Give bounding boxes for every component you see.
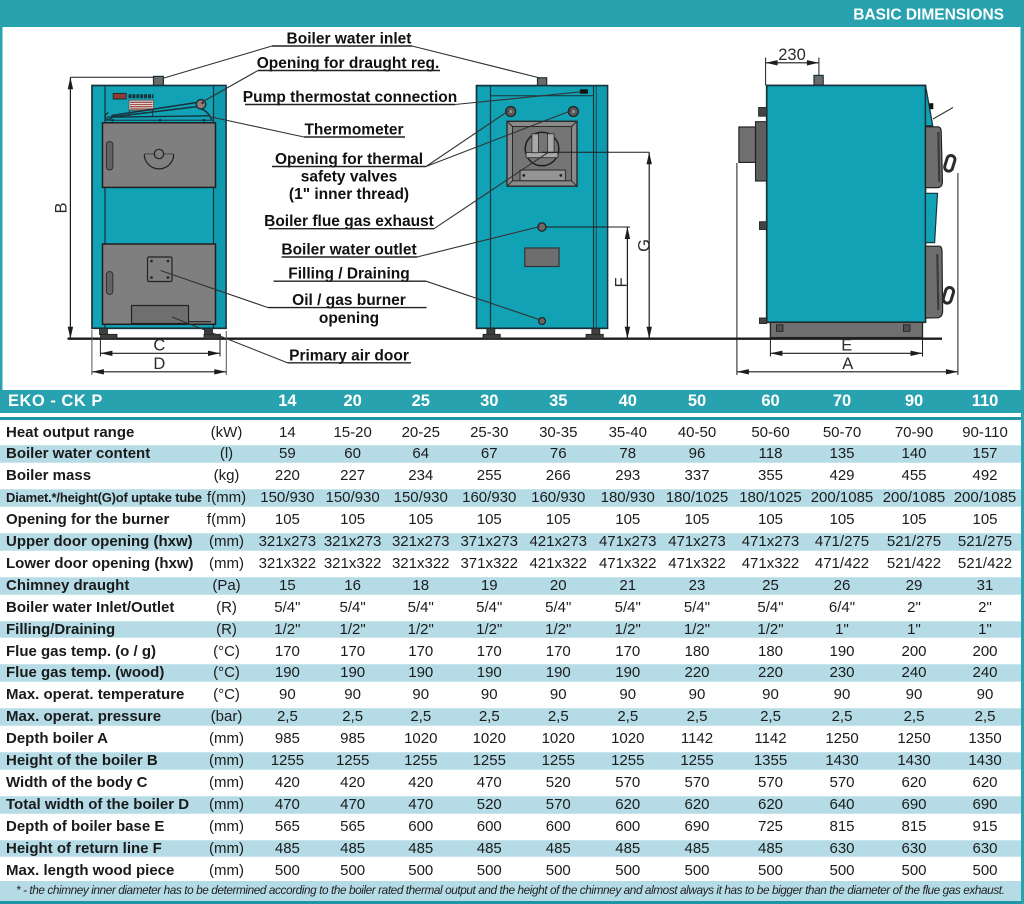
svg-text:Thermometer: Thermometer [304, 122, 403, 139]
svg-text:Filling / Draining: Filling / Draining [288, 266, 409, 283]
svg-text:Oil / gas burner: Oil / gas burner [292, 292, 406, 309]
svg-text:230: 230 [778, 46, 806, 64]
svg-text:E: E [841, 337, 852, 355]
svg-text:Boiler water inlet: Boiler water inlet [287, 31, 412, 48]
svg-text:C: C [153, 337, 165, 355]
svg-text:D: D [153, 355, 165, 373]
svg-text:safety valves: safety valves [301, 169, 398, 186]
svg-text:B: B [53, 202, 71, 213]
svg-text:A: A [842, 355, 853, 373]
svg-text:Primary air door: Primary air door [289, 347, 409, 364]
svg-text:F: F [613, 277, 631, 287]
svg-text:Boiler water outlet: Boiler water outlet [281, 242, 416, 259]
svg-text:BASIC DIMENSIONS: BASIC DIMENSIONS [853, 7, 1004, 24]
svg-text:Pump thermostat connection: Pump thermostat connection [243, 89, 457, 106]
svg-text:G: G [636, 239, 654, 252]
svg-text:Opening for draught reg.: Opening for draught reg. [257, 55, 440, 72]
svg-text:opening: opening [319, 310, 379, 327]
svg-text:Opening for thermal: Opening for thermal [275, 151, 423, 168]
svg-text:Boiler flue gas exhaust: Boiler flue gas exhaust [264, 213, 434, 230]
svg-text:(1" inner thread): (1" inner thread) [289, 186, 409, 203]
